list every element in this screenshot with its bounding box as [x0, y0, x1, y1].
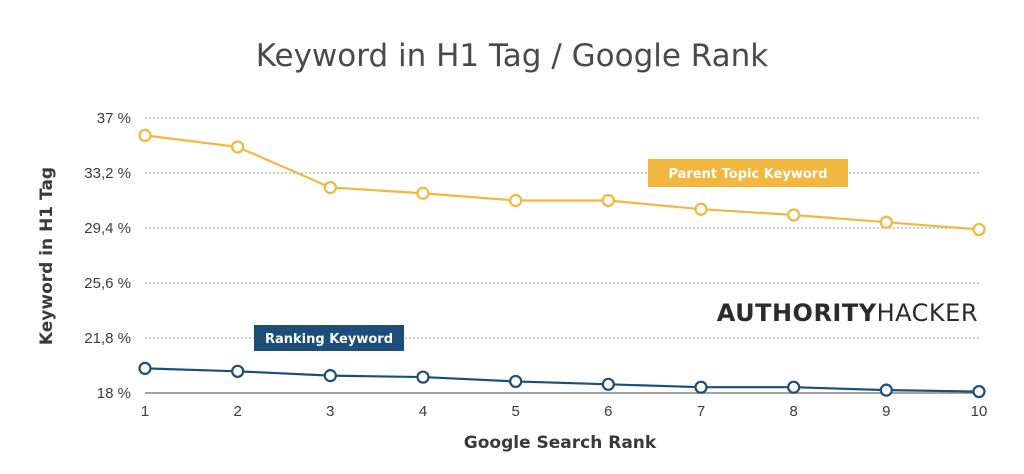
y-tick-label: 33,2 %	[84, 165, 131, 182]
series-line	[144, 367, 980, 393]
legend-tag-label: Ranking Keyword	[265, 332, 393, 347]
x-axis-title: Google Search Rank	[464, 433, 657, 453]
y-tick-label: 21,8 %	[84, 330, 131, 347]
y-tick-label: 18 %	[97, 385, 131, 402]
legend-tag: Ranking Keyword	[254, 325, 404, 351]
series-line	[144, 134, 980, 231]
data-point	[694, 380, 708, 394]
data-point	[879, 215, 893, 229]
series-parent-topic-keyword	[138, 128, 986, 237]
data-point	[787, 208, 801, 222]
x-tick-label: 7	[697, 403, 705, 420]
data-point	[231, 364, 245, 378]
y-tick-label: 29,4 %	[84, 220, 131, 237]
legend-tag-background	[648, 159, 848, 187]
x-tick-label: 9	[882, 403, 890, 420]
chart-title: Keyword in H1 Tag / Google Rank	[256, 38, 769, 74]
data-point	[416, 186, 430, 200]
series-labels: Parent Topic Keyword Ranking Keyword	[254, 159, 848, 351]
y-tick-label: 25,6 %	[84, 275, 131, 292]
data-point	[138, 361, 152, 375]
legend-tag-background	[254, 325, 404, 351]
x-tick-label: 6	[604, 403, 612, 420]
x-tick-label: 10	[971, 403, 988, 420]
data-point	[972, 222, 986, 237]
data-point	[509, 374, 523, 389]
data-point	[138, 128, 152, 142]
data-point	[509, 193, 523, 208]
x-axis-ticks: 1 2 3 4 5 6 7 8 9 10	[141, 403, 988, 420]
x-tick-label: 5	[511, 403, 519, 420]
x-tick-label: 2	[233, 403, 241, 420]
series-ranking-keyword	[138, 361, 986, 399]
brand-logo-bold: AUTHORITY	[717, 299, 877, 327]
data-point	[323, 369, 337, 383]
data-point	[601, 377, 615, 391]
series	[138, 128, 986, 399]
data-point	[231, 140, 245, 154]
data-point	[694, 202, 708, 216]
data-point	[879, 383, 893, 397]
brand-logo-light: HACKER	[877, 299, 978, 327]
data-point	[787, 380, 801, 394]
data-point	[323, 180, 337, 195]
legend-tag-label: Parent Topic Keyword	[668, 167, 827, 182]
grid	[145, 117, 979, 394]
x-tick-label: 1	[141, 403, 149, 420]
brand-logo: AUTHORITYHACKER	[717, 299, 978, 327]
y-tick-label: 37 %	[97, 110, 131, 127]
y-axis-title: Keyword in H1 Tag	[37, 167, 57, 345]
data-point	[416, 370, 430, 384]
legend-tag: Parent Topic Keyword	[648, 159, 848, 187]
data-point	[972, 384, 986, 399]
x-tick-label: 4	[419, 403, 427, 420]
x-tick-label: 3	[326, 403, 334, 420]
y-axis-ticks: 18 % 21,8 % 25,6 % 29,4 % 33,2 % 37 %	[84, 110, 131, 402]
data-point	[601, 193, 615, 208]
x-tick-label: 8	[789, 403, 797, 420]
